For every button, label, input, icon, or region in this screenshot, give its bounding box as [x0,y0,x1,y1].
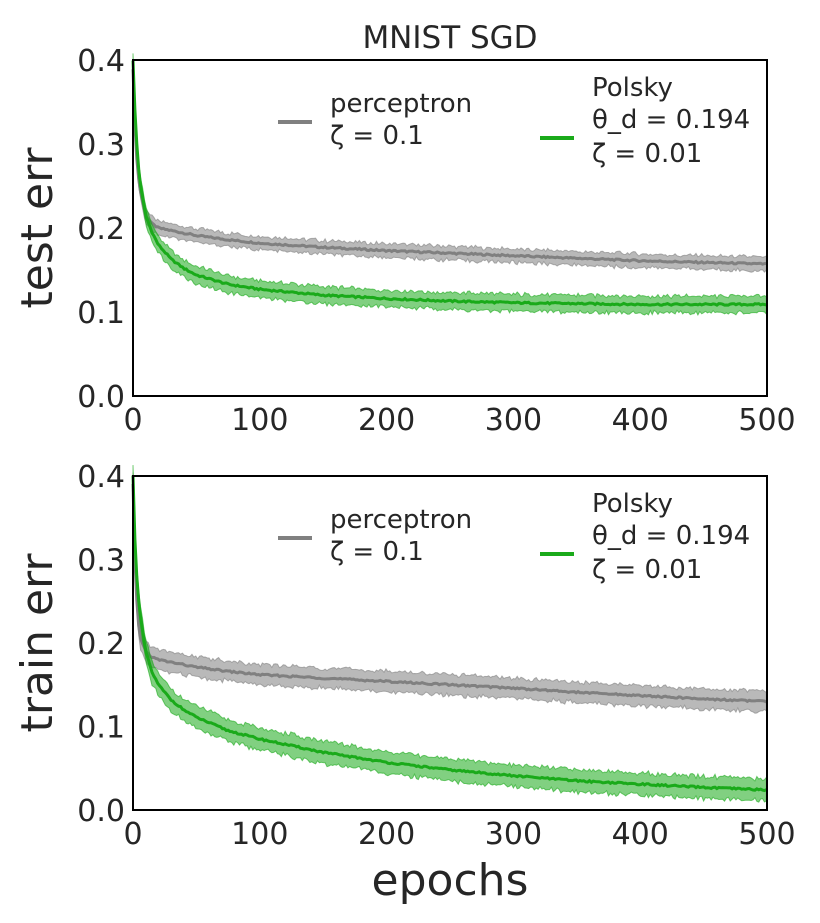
x-tick-label: 400 [612,817,669,852]
x-tick-label: 300 [485,817,542,852]
y-tick-label: 0.0 [77,380,125,415]
legend-label: Polsky [592,73,673,103]
legend-label: ζ = 0.01 [592,555,702,585]
x-tick-label: 300 [485,403,542,438]
series-line-1 [131,60,767,307]
figure-title: MNIST SGD [362,20,537,56]
x-tick-label: 400 [612,403,669,438]
y-axis-label: train err [12,553,63,733]
axes-frame [132,475,768,811]
legend-label: ζ = 0.1 [330,121,424,151]
series-line-1 [131,475,768,793]
y-tick-label: 0.3 [77,128,125,163]
x-tick-label: 500 [738,817,795,852]
x-tick-label: 200 [358,817,415,852]
legend-label: ζ = 0.01 [592,139,702,169]
train-error-panel: 0 100 200 300 400 500 0.0 0.1 0.2 0.3 0.4 train err… [12,460,796,852]
x-axis-label: epochs [372,855,529,906]
series-line-0 [131,69,767,266]
legend-label: perceptron [330,505,472,535]
y-tick-label: 0.4 [77,460,125,495]
test-error-panel: 0 100 200 300 400 500 0.0 0.1 0.2 0.3 0.4 test err p… [12,44,796,438]
x-tick-label: 100 [231,403,288,438]
legend-label: ζ = 0.1 [330,537,424,567]
x-tick-label: 100 [231,817,288,852]
y-tick-label: 0.0 [77,794,125,829]
y-axis-label: test err [12,147,63,309]
legend-label: perceptron [330,89,472,119]
axes-frame [132,59,768,397]
x-tick-label: 0 [123,817,142,852]
series-line-0 [131,483,768,704]
legend-label: Polsky [592,489,673,519]
legend-label: θ_d = 0.194 [592,521,750,551]
x-tick-label: 500 [738,403,795,438]
y-tick-label: 0.1 [77,711,125,746]
y-tick-label: 0.3 [77,544,125,579]
legend-label: θ_d = 0.194 [592,105,750,135]
y-tick-label: 0.4 [77,44,125,79]
y-tick-label: 0.2 [77,212,125,247]
x-tick-label: 200 [358,403,415,438]
y-tick-label: 0.1 [77,296,125,331]
x-tick-label: 0 [123,403,142,438]
y-tick-label: 0.2 [77,627,125,662]
